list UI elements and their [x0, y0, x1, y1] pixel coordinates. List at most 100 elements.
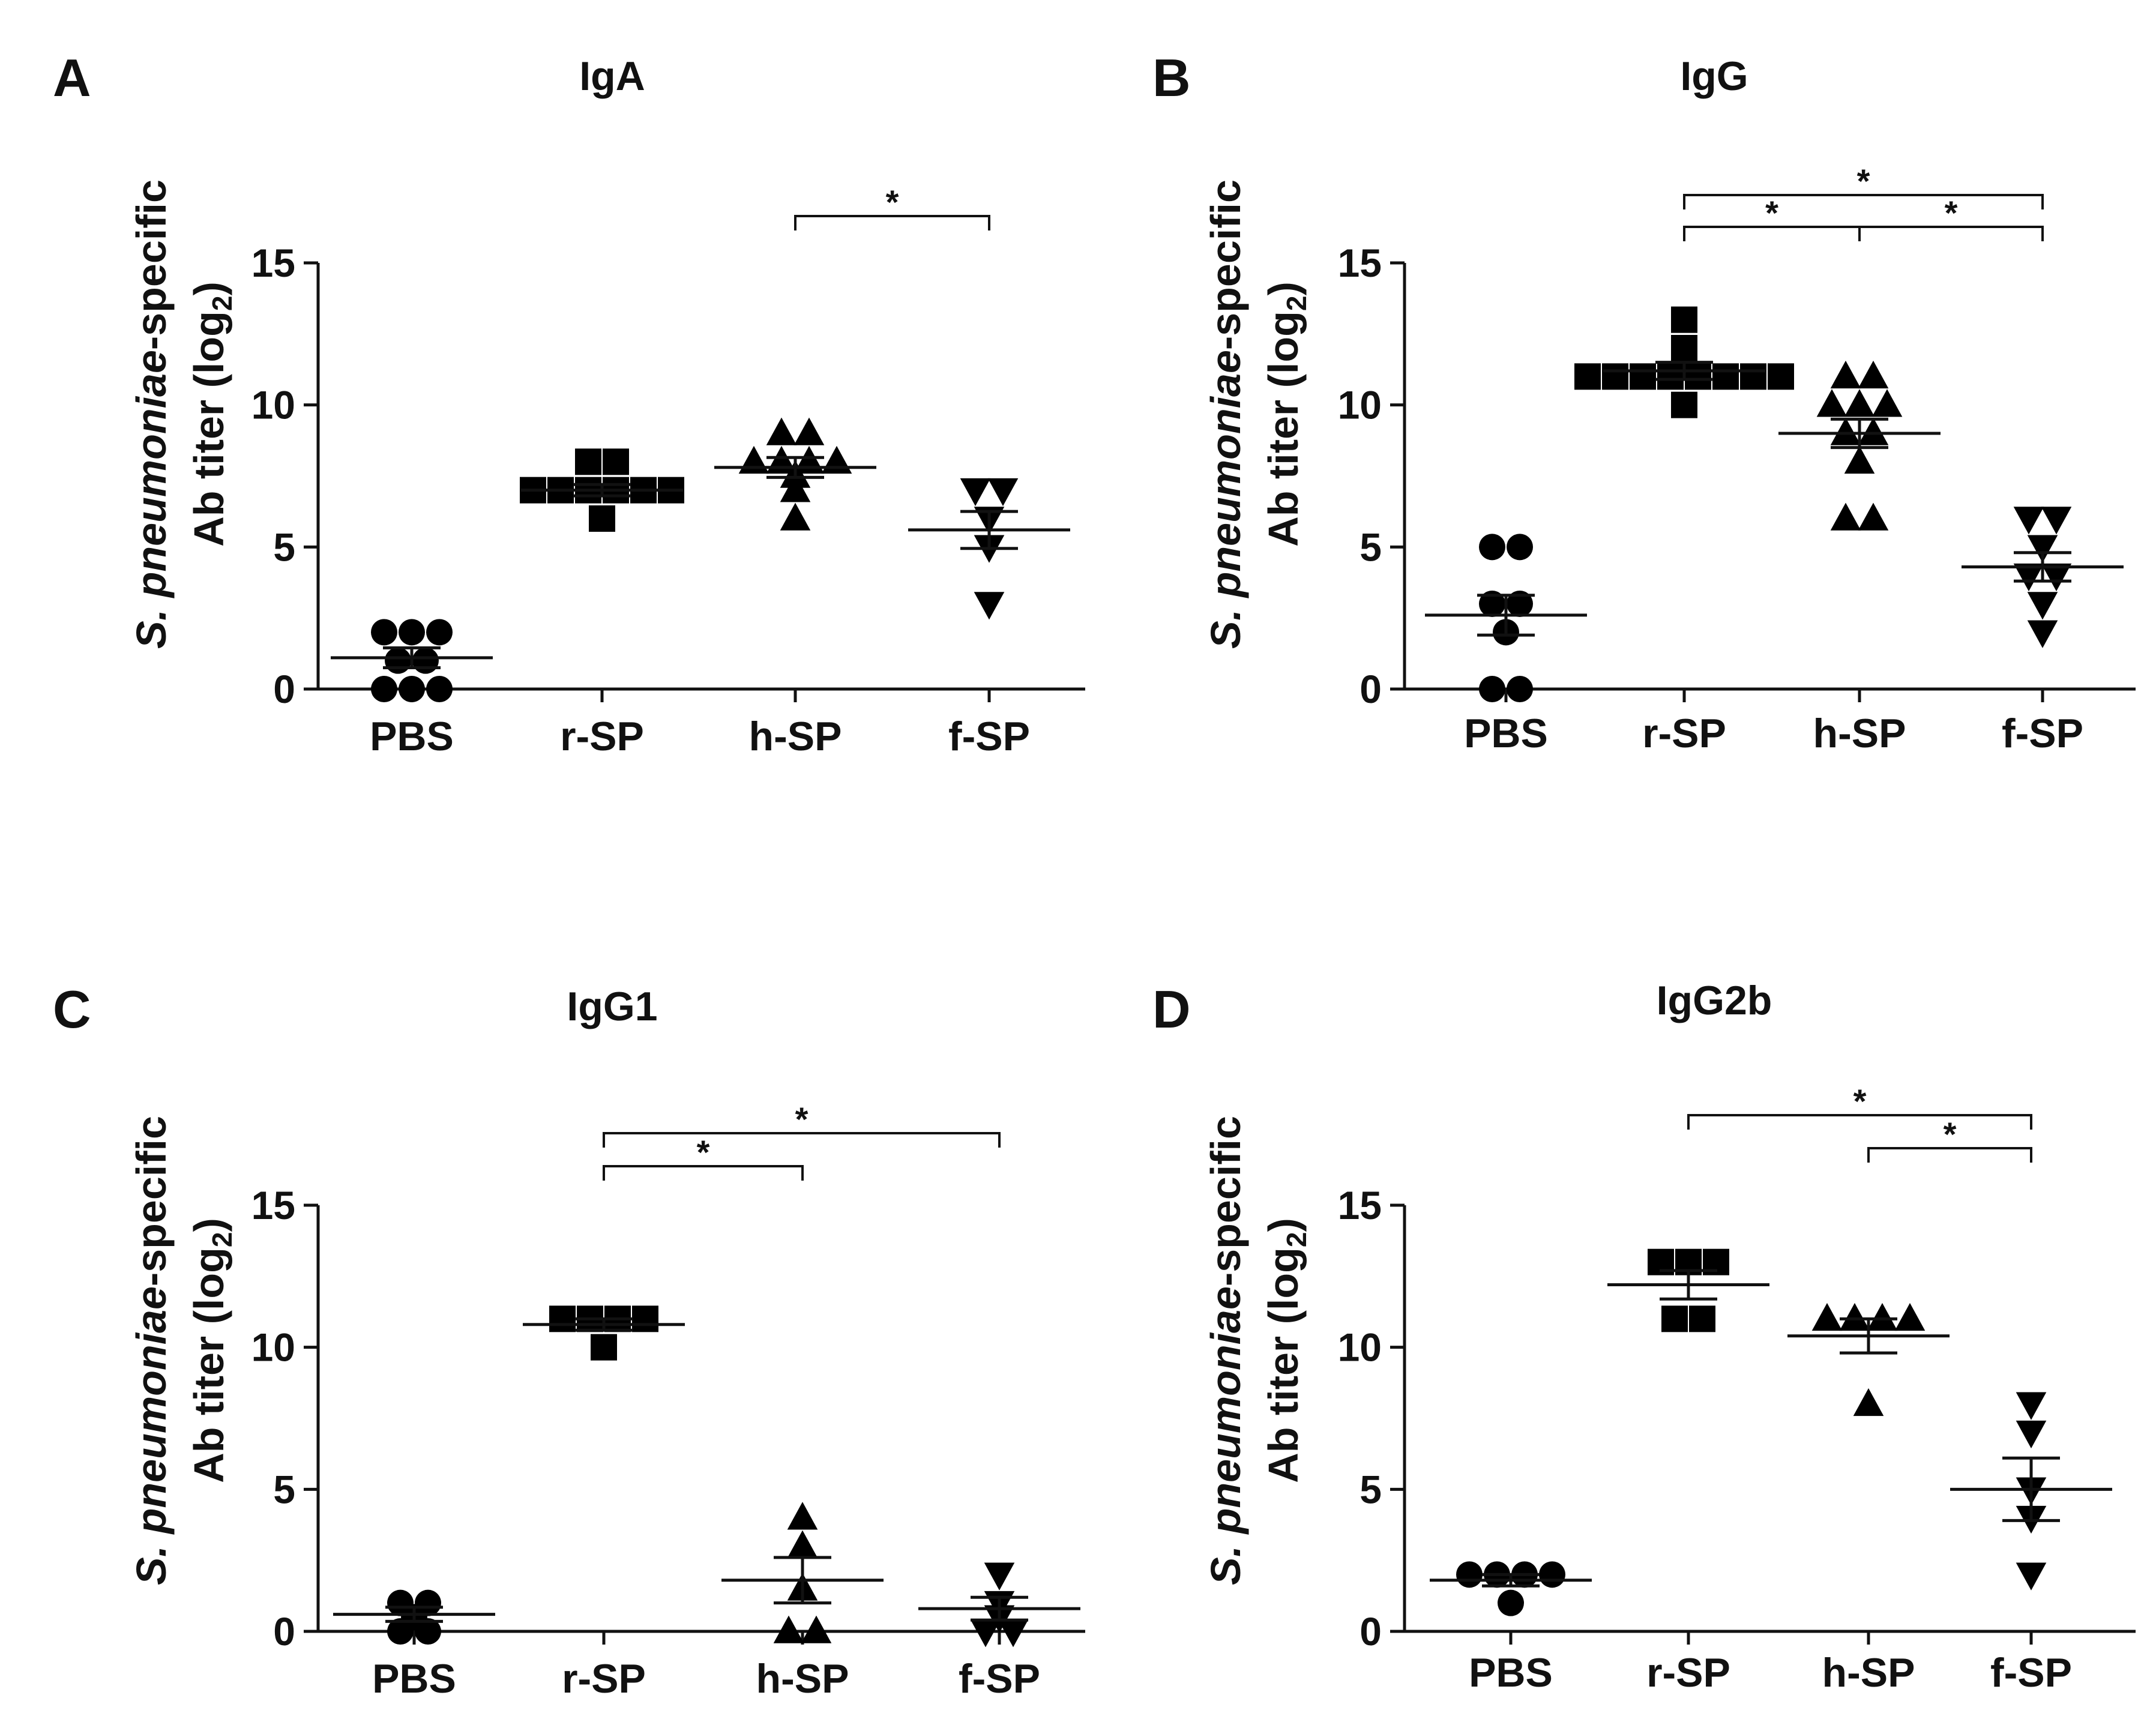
significance-label: *: [1853, 1082, 1867, 1120]
y-tick-label: 0: [273, 667, 295, 711]
significance-bracket: [1687, 1114, 2032, 1130]
significance-bracket: [603, 1165, 804, 1181]
data-point: [589, 505, 615, 532]
y-axis-label-line2: Ab titer (log2): [1260, 281, 1312, 547]
x-tick-label: h-SP: [749, 714, 842, 759]
data-point: [1574, 363, 1601, 390]
data-point: [1689, 1305, 1715, 1332]
significance-label: *: [1765, 194, 1778, 232]
x-tick-label: r-SP: [560, 714, 644, 759]
y-tick-label: 15: [1338, 241, 1382, 285]
data-point: [787, 1502, 818, 1530]
panel-label: D: [1152, 980, 1191, 1039]
panel-label: B: [1152, 48, 1191, 107]
y-tick-label: 5: [1360, 525, 1382, 569]
data-point: [399, 619, 425, 646]
data-point: [2013, 507, 2044, 535]
significance-bracket: [603, 1132, 1001, 1148]
y-axis-label-rest: -specific: [1202, 1116, 1249, 1286]
y-tick-label: 5: [273, 1467, 295, 1511]
data-point: [2027, 620, 2058, 648]
data-point: [2016, 1562, 2047, 1591]
data-point: [603, 448, 629, 475]
y-tick-label: 10: [251, 1325, 295, 1370]
x-tick-label: h-SP: [1813, 711, 1906, 756]
data-point: [998, 1619, 1029, 1648]
data-point: [385, 647, 411, 674]
data-point: [1830, 417, 1861, 445]
significance-bracket: [1858, 226, 2044, 241]
y-axis-label-subscript: 2: [206, 1232, 238, 1247]
y-axis-label-end: ): [1260, 281, 1307, 295]
data-point: [1657, 363, 1684, 390]
data-point: [987, 478, 1019, 507]
chart-title: IgG2b: [1657, 978, 1772, 1023]
x-tick-label: PBS: [1464, 711, 1548, 756]
y-axis-label-italic: S. pneumoniae: [128, 1286, 175, 1585]
y-tick-label: 15: [251, 241, 295, 285]
y-axis-label-main: Ab titer (log: [1260, 311, 1307, 547]
y-axis-label-line1: S. pneumoniae-specific: [1202, 1116, 1249, 1585]
x-tick-label: f-SP: [959, 1656, 1040, 1702]
data-point: [2041, 563, 2072, 592]
y-axis-label-italic: S. pneumoniae: [1202, 350, 1249, 649]
data-point: [1894, 1302, 1926, 1331]
data-point: [591, 1334, 617, 1361]
y-axis-label-rest: -specific: [128, 1116, 175, 1286]
data-point: [1839, 1302, 1870, 1331]
data-point: [766, 417, 797, 445]
data-point: [821, 445, 852, 474]
data-point: [2013, 563, 2044, 592]
y-tick-label: 15: [1338, 1183, 1382, 1227]
data-point: [371, 619, 397, 646]
significance-bracket: [794, 215, 990, 230]
data-point: [1858, 417, 1889, 445]
y-tick-label: 0: [1360, 667, 1382, 711]
data-point: [1844, 445, 1875, 474]
data-point: [970, 1619, 1001, 1648]
data-point: [780, 474, 811, 502]
data-point: [1630, 363, 1656, 390]
data-point: [1830, 502, 1861, 531]
data-point: [2016, 1392, 2047, 1420]
data-point: [371, 676, 397, 702]
y-tick-label: 0: [1360, 1609, 1382, 1654]
data-point: [1867, 1302, 1898, 1331]
y-axis-label-end: ): [185, 1218, 232, 1232]
data-point: [1712, 363, 1739, 390]
data-point: [1661, 1305, 1688, 1332]
data-point: [773, 1615, 804, 1643]
y-axis-label-line2: Ab titer (log2): [185, 1218, 238, 1483]
y-tick-label: 5: [1360, 1467, 1382, 1511]
significance-label: *: [795, 1100, 808, 1138]
data-point: [1671, 335, 1697, 361]
y-tick-label: 10: [1338, 1325, 1382, 1370]
data-point: [793, 417, 825, 445]
data-point: [2027, 592, 2058, 620]
y-axis-label-line1: S. pneumoniae-specific: [1202, 179, 1249, 649]
x-tick-label: h-SP: [1822, 1650, 1915, 1696]
data-point: [1740, 363, 1766, 390]
y-tick-label: 5: [273, 525, 295, 569]
x-tick-label: r-SP: [1642, 711, 1726, 756]
data-point: [1602, 363, 1628, 390]
y-axis-label-main: Ab titer (log: [185, 311, 232, 547]
y-axis-label-main: Ab titer (log: [185, 1247, 232, 1483]
significance-label: *: [697, 1133, 710, 1171]
data-point: [2027, 535, 2058, 563]
data-point: [426, 676, 453, 702]
y-axis-label-subscript: 2: [1281, 295, 1312, 311]
data-point: [738, 445, 769, 474]
data-point: [1507, 591, 1533, 617]
x-tick-label: PBS: [372, 1656, 456, 1702]
y-axis-label-rest: -specific: [128, 179, 175, 350]
data-point: [1671, 391, 1697, 418]
significance-bracket: [1683, 194, 2044, 209]
x-tick-label: r-SP: [562, 1656, 646, 1702]
data-point: [387, 1589, 414, 1616]
data-point: [426, 619, 453, 646]
y-axis-label-end: ): [1260, 1218, 1307, 1232]
